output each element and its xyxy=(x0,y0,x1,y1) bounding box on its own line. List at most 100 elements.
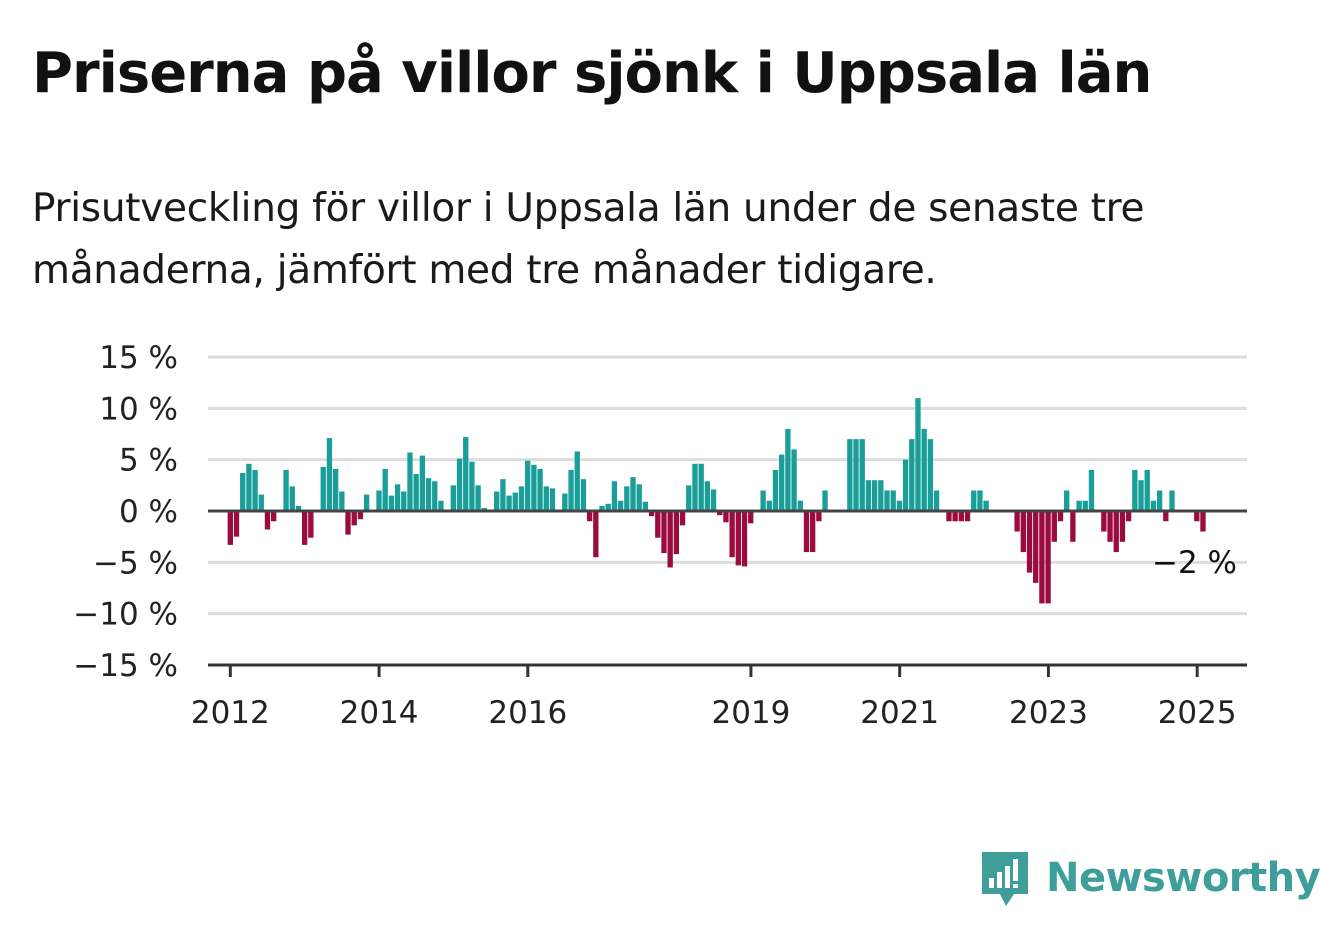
bar xyxy=(233,511,240,537)
bar xyxy=(525,460,531,511)
bar xyxy=(1057,511,1064,522)
bar xyxy=(661,511,667,554)
y-tick-label: 5 % xyxy=(119,443,178,479)
bar xyxy=(723,511,729,523)
bar xyxy=(283,469,289,511)
bar xyxy=(240,473,246,511)
bar xyxy=(1113,511,1119,553)
bar xyxy=(586,511,593,522)
bar xyxy=(227,511,233,545)
bar xyxy=(964,511,971,522)
bar xyxy=(673,511,680,555)
bar xyxy=(1132,469,1138,511)
bar xyxy=(1107,511,1113,542)
chart-subtitle: Prisutveckling för villor i Uppsala län … xyxy=(32,186,1145,293)
bar xyxy=(549,488,556,511)
bar xyxy=(791,449,797,511)
bar xyxy=(339,491,345,511)
bar xyxy=(289,486,295,511)
bar xyxy=(1064,490,1070,511)
bar xyxy=(611,481,618,511)
bar xyxy=(1119,511,1126,542)
y-tick-label: 15 % xyxy=(99,340,178,376)
bar xyxy=(407,452,413,511)
bar xyxy=(655,511,661,538)
bar xyxy=(667,511,673,568)
bar xyxy=(345,511,351,535)
bar xyxy=(617,500,624,511)
bar xyxy=(909,439,915,511)
bar xyxy=(884,490,890,511)
y-tick-label: −10 % xyxy=(73,597,178,633)
bar xyxy=(977,490,983,511)
bar xyxy=(686,485,692,511)
bar xyxy=(946,511,952,522)
bar xyxy=(543,486,549,511)
bar xyxy=(1051,511,1057,542)
x-axis-tick-labels: 2012 2014 2016 2019 2021 2023 2025 xyxy=(191,695,1237,731)
bar xyxy=(1082,500,1088,511)
brand-name: Newsworthy xyxy=(1046,855,1321,901)
bar xyxy=(890,490,896,511)
bar xyxy=(295,505,302,511)
bar xyxy=(593,511,599,558)
bar xyxy=(456,458,463,511)
bar xyxy=(760,490,766,511)
bar xyxy=(1194,511,1200,522)
bar xyxy=(301,511,308,545)
bar xyxy=(1039,511,1045,604)
y-tick-label: −5 % xyxy=(93,545,178,581)
bar xyxy=(971,490,977,511)
bar xyxy=(264,511,271,530)
bar xyxy=(822,490,828,511)
bar xyxy=(506,495,512,511)
brand[interactable]: Newsworthy xyxy=(980,848,1321,908)
bar xyxy=(816,511,822,522)
bar xyxy=(351,511,357,526)
bar xyxy=(642,501,649,511)
x-tick-label: 2012 xyxy=(191,695,270,731)
bar xyxy=(363,494,370,511)
bar xyxy=(1014,511,1020,532)
bar xyxy=(896,500,903,511)
x-tick-label: 2016 xyxy=(488,695,567,731)
bar xyxy=(915,398,921,511)
bar xyxy=(871,480,878,511)
bar xyxy=(624,486,630,511)
bar xyxy=(902,459,909,511)
bar xyxy=(927,439,934,511)
bar xyxy=(810,511,816,553)
bar xyxy=(394,484,401,511)
bar xyxy=(1070,511,1076,542)
bar xyxy=(648,511,655,517)
bar xyxy=(425,478,432,511)
bar xyxy=(630,477,636,511)
bar xyxy=(785,428,791,511)
bar xyxy=(332,468,339,511)
bar xyxy=(258,494,264,511)
bar xyxy=(952,511,958,522)
bar xyxy=(512,492,518,511)
bar xyxy=(1169,490,1175,511)
bar xyxy=(357,511,364,520)
bar xyxy=(376,490,382,511)
bar xyxy=(878,480,884,511)
y-tick-label: −15 % xyxy=(73,648,178,684)
bar xyxy=(271,511,277,522)
bar-chart: 15 %10 %5 %0 %−5 %−10 %−15 % 2012 2014 201… xyxy=(73,340,1247,731)
bar xyxy=(518,486,525,511)
bar xyxy=(847,439,853,511)
bar xyxy=(748,511,754,524)
bar xyxy=(605,503,611,511)
bar xyxy=(921,428,927,511)
bar xyxy=(1076,500,1082,511)
bar xyxy=(599,505,605,511)
grid-lines xyxy=(208,355,1247,616)
bar xyxy=(865,480,872,511)
bar xyxy=(320,466,326,511)
bar xyxy=(1163,511,1169,522)
bar xyxy=(958,511,965,522)
newsworthy-logo-icon xyxy=(982,852,1028,906)
y-axis-tick-labels: 15 % 10 % 5 % 0 % −5 % −10 % −15 % xyxy=(73,340,178,684)
bar xyxy=(531,464,537,511)
